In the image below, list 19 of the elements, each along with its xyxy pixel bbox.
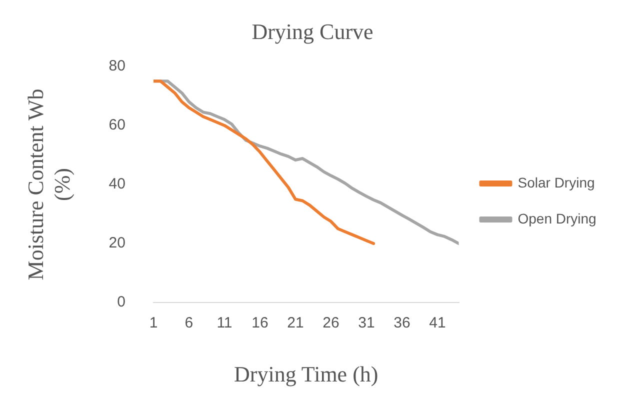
x-tick-label: 41: [429, 314, 446, 332]
x-tick-label: 26: [322, 314, 340, 332]
x-tick-label: 36: [394, 314, 410, 332]
y-axis-title: Moisture Content Wb (%): [22, 88, 74, 280]
x-tick-label: 21: [287, 314, 304, 332]
x-tick-label: 16: [252, 314, 268, 332]
y-tick-label: 80: [108, 58, 126, 75]
x-tick-label: 1: [149, 314, 158, 332]
y-tick-label: 60: [108, 116, 126, 134]
x-tick-label: 31: [358, 314, 375, 332]
y-tick-label: 0: [117, 294, 126, 311]
x-axis-title: Drying Time (h): [234, 362, 378, 387]
x-tick-label: 6: [184, 314, 194, 332]
chart-title: Drying Curve: [252, 18, 374, 44]
x-tick-label: 11: [216, 314, 232, 332]
y-tick-label: 20: [108, 234, 126, 252]
legend-label: Solar Drying: [518, 174, 595, 190]
y-tick-label: 40: [108, 176, 126, 193]
legend-label: Open Drying: [518, 210, 596, 226]
